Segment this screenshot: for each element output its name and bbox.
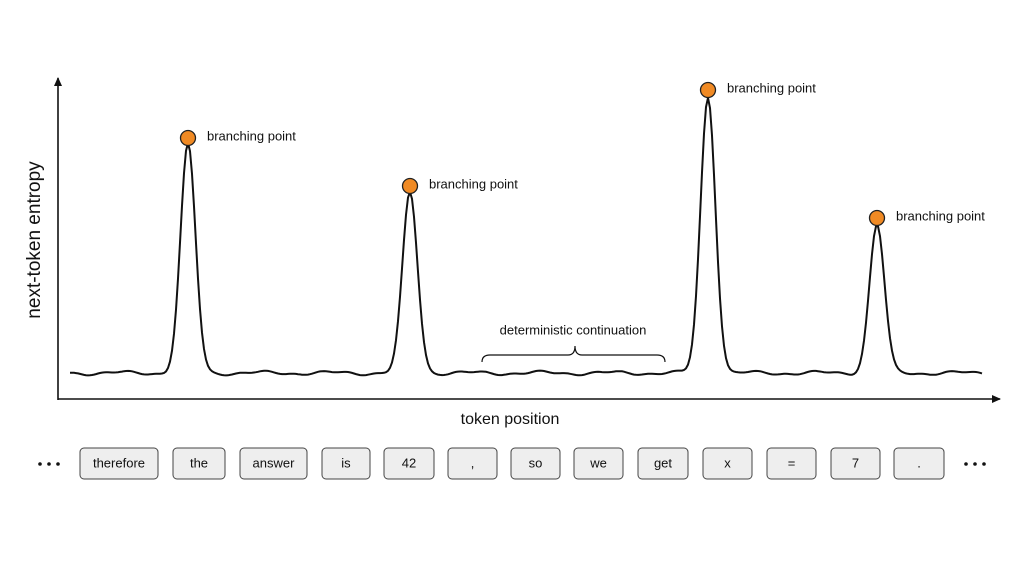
token-box <box>573 447 624 480</box>
token-label: = <box>788 455 796 470</box>
branching-marker <box>868 209 886 227</box>
token-label: we <box>589 455 607 470</box>
token-box <box>79 447 159 480</box>
token-box <box>172 447 226 480</box>
branching-label: branching point <box>727 80 816 95</box>
token-label: get <box>654 455 672 470</box>
branching-label: branching point <box>896 208 985 223</box>
token-label: answer <box>253 455 296 470</box>
token-label: 42 <box>402 455 416 470</box>
bracket-label: deterministic continuation <box>500 322 647 337</box>
token-box <box>510 447 561 480</box>
token-box <box>383 447 435 480</box>
branching-marker <box>179 129 197 147</box>
token-label: so <box>529 455 543 470</box>
token-label: 7 <box>852 455 859 470</box>
token-box <box>766 447 817 480</box>
token-label: is <box>341 455 351 470</box>
token-label: . <box>917 455 921 470</box>
branching-points: branching point branching point branching … <box>179 80 985 227</box>
x-axis-label: token position <box>461 411 560 428</box>
token-box <box>447 447 498 480</box>
token-label: therefore <box>93 455 145 470</box>
branching-label: branching point <box>207 128 296 143</box>
entropy-curve <box>70 97 983 377</box>
token-label: the <box>190 455 208 470</box>
branching-marker <box>699 81 717 99</box>
token-label: , <box>471 455 475 470</box>
token-box <box>702 447 753 480</box>
token-box <box>239 447 308 480</box>
branching-marker <box>401 177 419 195</box>
token-box <box>830 447 881 480</box>
ellipsis-left <box>38 462 60 466</box>
token-box <box>893 447 945 480</box>
bracket <box>481 345 666 363</box>
ellipsis-right <box>964 462 986 466</box>
token-box <box>637 447 689 480</box>
token-label: x <box>724 455 731 470</box>
token-box <box>321 447 371 480</box>
token-row: therefore the answer is 42, so we get x = 7. <box>79 447 945 480</box>
y-axis-label: next-token entropy <box>24 161 45 319</box>
branching-label: branching point <box>429 176 518 191</box>
